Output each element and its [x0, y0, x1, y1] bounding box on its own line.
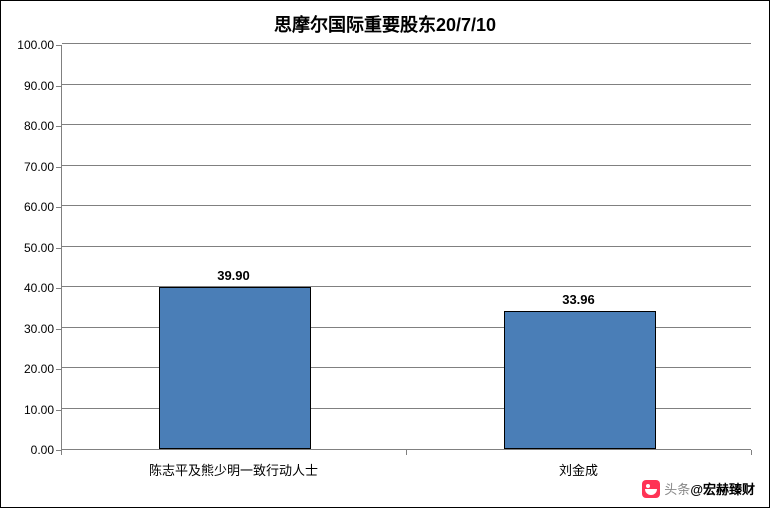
- y-tick-label: 20.00: [4, 362, 54, 376]
- y-tick-mark: [56, 207, 61, 208]
- x-tick-mark: [406, 450, 407, 455]
- y-tick-mark: [56, 288, 61, 289]
- bar-value-label: 39.90: [217, 268, 250, 283]
- y-tick-mark: [56, 167, 61, 168]
- x-tick-label: 陈志平及熊少明一致行动人士: [61, 460, 406, 479]
- y-tick-label: 100.00: [4, 38, 54, 52]
- y-tick-mark: [56, 410, 61, 411]
- x-tick-mark: [751, 450, 752, 455]
- gridline: [62, 246, 751, 247]
- watermark-logo-icon: [642, 480, 660, 498]
- gridline: [62, 205, 751, 206]
- y-tick-label: 40.00: [4, 281, 54, 295]
- watermark: 头条@宏赫臻财: [642, 479, 755, 499]
- y-tick-label: 90.00: [4, 79, 54, 93]
- gridline: [62, 165, 751, 166]
- y-tick-mark: [56, 45, 61, 46]
- y-tick-label: 60.00: [4, 200, 54, 214]
- x-tick-label: 刘金成: [406, 460, 751, 479]
- y-tick-mark: [56, 369, 61, 370]
- bar-value-label: 33.96: [562, 292, 595, 307]
- y-tick-mark: [56, 329, 61, 330]
- gridline: [62, 84, 751, 85]
- chart-title: 思摩尔国际重要股东20/7/10: [1, 1, 769, 45]
- watermark-prefix: 头条: [664, 482, 690, 497]
- y-tick-label: 70.00: [4, 160, 54, 174]
- y-tick-label: 50.00: [4, 241, 54, 255]
- gridline: [62, 43, 751, 44]
- chart-container: 思摩尔国际重要股东20/7/10 头条@宏赫臻财 0.00 10.00 20.00 3…: [0, 0, 770, 508]
- bar: [159, 287, 311, 449]
- y-tick-mark: [56, 248, 61, 249]
- y-tick-label: 0.00: [4, 443, 54, 457]
- watermark-text: 头条@宏赫臻财: [664, 479, 755, 499]
- plot-area: [61, 45, 751, 450]
- y-tick-label: 30.00: [4, 322, 54, 336]
- bar: [504, 311, 656, 449]
- y-tick-label: 80.00: [4, 119, 54, 133]
- x-tick-mark: [61, 450, 62, 455]
- gridline: [62, 124, 751, 125]
- y-tick-label: 10.00: [4, 403, 54, 417]
- y-tick-mark: [56, 86, 61, 87]
- watermark-handle: @宏赫臻财: [690, 482, 755, 497]
- y-tick-mark: [56, 126, 61, 127]
